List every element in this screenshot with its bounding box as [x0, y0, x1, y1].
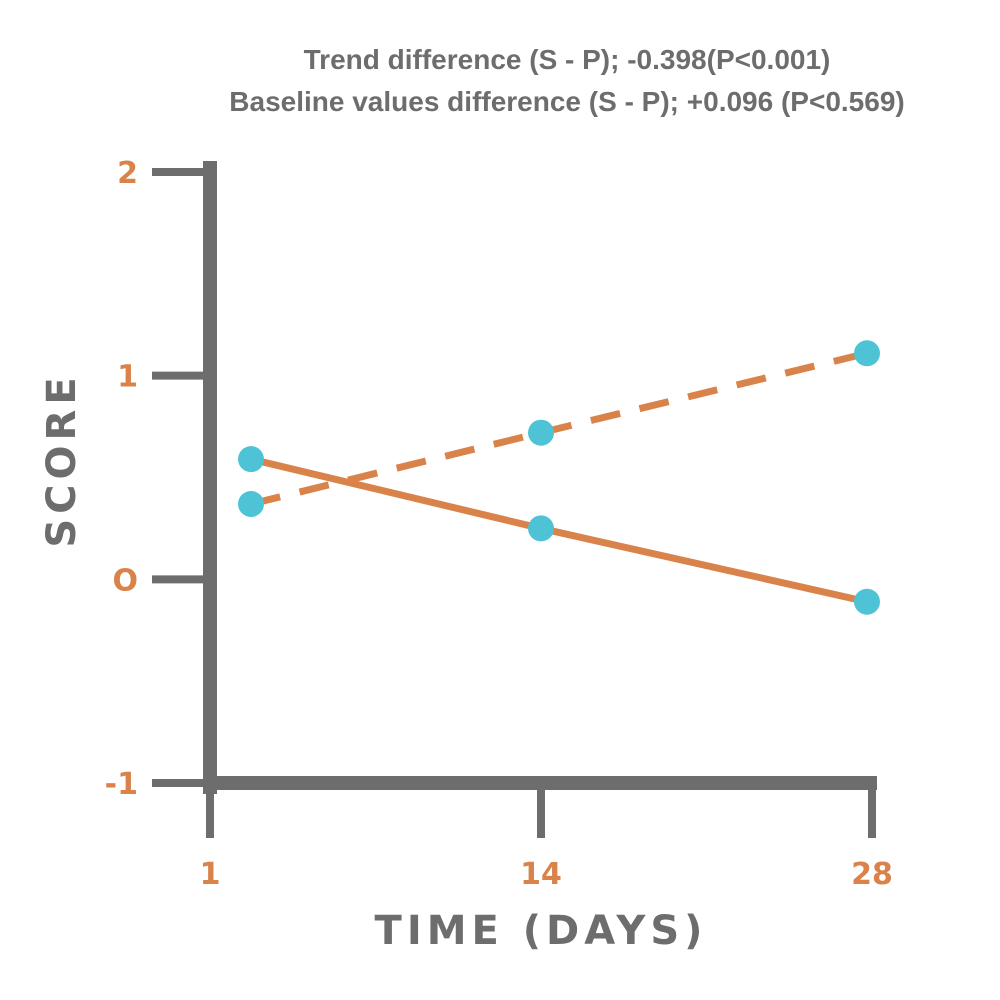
- y-axis-title: SCORE: [39, 372, 85, 547]
- data-point-dashed: [238, 490, 264, 517]
- x-tick-label: 14: [520, 857, 562, 892]
- data-point-solid: [528, 515, 554, 542]
- series-line-solid: [250, 455, 868, 606]
- chart-subtitle-baseline: Baseline values difference (S - P); +0.0…: [229, 86, 905, 117]
- data-point-dashed: [528, 419, 554, 446]
- data-point-solid: [238, 446, 264, 473]
- x-tick-label: 1: [200, 857, 221, 892]
- y-tick-label: -1: [105, 767, 138, 802]
- x-axis-title: TIME (DAYS): [375, 908, 708, 954]
- x-tick-label: 28: [851, 857, 893, 892]
- chart-subtitle-trend: Trend difference (S - P); -0.398(P<0.001…: [303, 44, 831, 75]
- y-tick-label: 1: [117, 360, 138, 395]
- y-tick-label: 2: [117, 156, 138, 191]
- series-line-dashed: [250, 349, 868, 508]
- data-point-dashed: [854, 340, 880, 367]
- y-tick-label: O: [112, 563, 138, 598]
- data-point-solid: [854, 588, 880, 615]
